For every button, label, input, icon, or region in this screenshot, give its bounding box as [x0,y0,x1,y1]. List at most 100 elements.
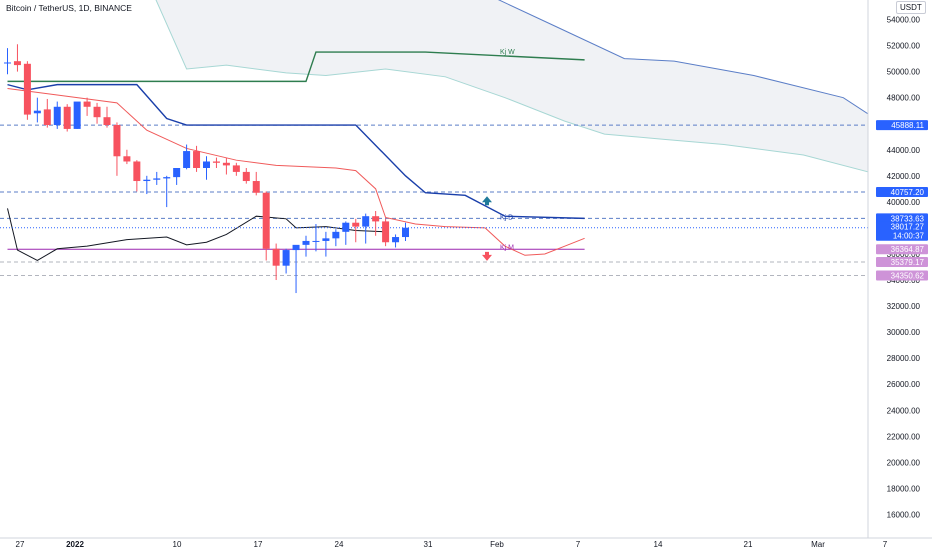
candle[interactable] [93,102,101,124]
candle-body [382,221,390,243]
price-box-label-3: 36364.87 [891,245,925,254]
y-tick-label: 42000.00 [887,172,921,181]
candle[interactable] [193,145,201,172]
x-tick-label: 2022 [66,540,84,549]
candle[interactable] [402,222,409,241]
y-tick-label: 44000.00 [887,146,921,155]
candle-body [252,181,260,193]
candle[interactable] [63,104,71,132]
candle-body [282,250,290,266]
price-box-2 [876,213,928,224]
candle-body [392,237,400,243]
candle[interactable] [332,229,340,247]
y-tick-label: 30000.00 [887,328,921,337]
candle-body [332,231,340,239]
candle[interactable] [392,234,400,248]
candle[interactable] [143,175,151,195]
line-label-2: Kj M [500,244,514,251]
candle[interactable] [342,221,350,245]
candle-body [203,161,210,168]
candle[interactable] [252,171,260,196]
candle[interactable] [113,122,121,176]
candle-body [272,248,280,266]
candle[interactable] [23,61,31,120]
candle[interactable] [103,106,111,128]
candle-body [292,244,300,251]
candle[interactable] [262,191,270,261]
candle-body [63,106,71,129]
candle-body [163,177,171,179]
candle-body [103,117,111,126]
candle-body [262,192,270,249]
candle[interactable] [282,248,290,274]
cloud-area [156,0,932,202]
candle[interactable] [362,213,370,244]
x-tick-label: 17 [254,540,263,549]
candle-body [153,178,161,180]
price-box-label-1: 40757.20 [891,188,925,197]
x-tick-label: 10 [173,540,182,549]
candle[interactable] [153,171,161,185]
candle[interactable] [212,157,220,168]
arrow-up-icon[interactable] [482,196,492,206]
candle[interactable] [4,48,11,75]
candle-body [322,238,330,241]
candle-body [83,101,91,107]
candle[interactable] [73,101,81,129]
candle-body [123,156,131,162]
candle-body [362,216,370,227]
candle[interactable] [242,168,250,184]
candle[interactable] [382,218,390,247]
candle[interactable] [272,243,280,281]
line-label-1: Kj D [500,215,513,222]
price-box-label-2: 38733.63 [891,214,925,223]
x-tick-label: 7 [883,540,888,549]
candle[interactable] [232,162,240,176]
x-tick-label: 31 [424,540,433,549]
candle[interactable] [302,235,310,257]
candle[interactable] [133,160,141,192]
candle-body [93,106,101,118]
candle[interactable] [83,97,91,116]
candle-body [232,165,240,172]
y-tick-label: 22000.00 [887,432,921,441]
y-tick-label: 50000.00 [887,68,921,77]
candle[interactable] [173,168,181,185]
candle[interactable] [352,218,360,243]
currency-button[interactable]: USDT [896,1,926,14]
candle-body [113,125,121,157]
candle[interactable] [292,244,300,294]
y-tick-label: 20000.00 [887,458,921,467]
candle-body [372,216,380,222]
x-tick-label: Mar [811,540,825,549]
symbol-title[interactable]: Bitcoin / TetherUS, 1D, BINANCE [6,3,132,13]
candle[interactable] [163,175,171,208]
candle[interactable] [372,210,380,236]
y-tick-label: 36000.00 [887,250,921,259]
candle[interactable] [203,156,210,180]
price-axis[interactable] [868,0,932,538]
candle[interactable] [322,231,330,257]
candle-body [53,106,61,126]
x-tick-label: 7 [576,540,581,549]
countdown-timer: 14:00:37 [893,232,925,241]
y-tick-label: 28000.00 [887,354,921,363]
time-axis[interactable] [0,538,932,550]
candle[interactable] [123,149,131,165]
arrow-down-icon[interactable] [482,251,492,261]
price-box-label-0: 45888.11 [891,121,924,130]
indicator-line-3 [7,88,585,256]
candle[interactable] [183,144,191,170]
candle[interactable] [312,224,320,252]
candle[interactable] [13,44,21,72]
candle[interactable] [222,157,230,175]
price-box-4 [876,257,928,268]
candle[interactable] [33,97,41,123]
y-tick-label: 40000.00 [887,198,921,207]
indicator-line-4 [7,208,386,262]
candle-body [173,168,181,178]
candle[interactable] [43,98,51,128]
candle[interactable] [53,101,61,129]
candle-body [312,240,320,242]
